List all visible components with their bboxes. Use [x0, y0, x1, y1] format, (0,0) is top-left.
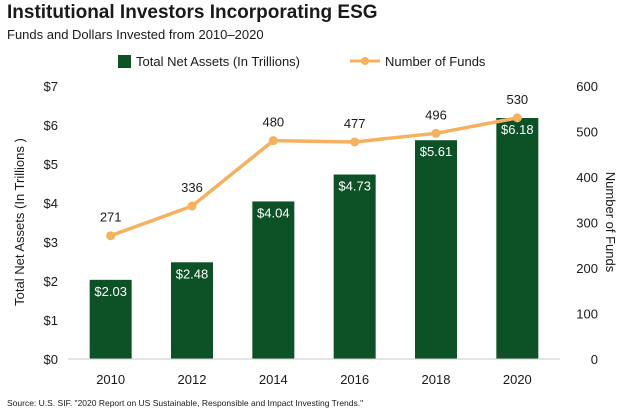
- legend-label-total-net-assets: Total Net Assets (In Trillions): [136, 54, 300, 69]
- x-tick-label: 2020: [503, 372, 532, 387]
- bar: [89, 279, 132, 359]
- y-left-tick-label: $4: [44, 196, 58, 211]
- y-right-tick-label: 400: [576, 170, 598, 185]
- line-value-label: 496: [425, 107, 447, 122]
- line-value-label: 336: [181, 180, 203, 195]
- y-left-tick-label: $5: [44, 157, 58, 172]
- y-right-tick-label: 500: [576, 125, 598, 140]
- y-axis-left-title: Total Net Assets (In Trillions ): [12, 138, 27, 306]
- y-left-tick-label: $6: [44, 118, 58, 133]
- x-axis-ticks: 2010 2012 2014 2016 2018 2020: [96, 372, 532, 387]
- legend-label-number-of-funds: Number of Funds: [385, 54, 486, 69]
- line-point: [431, 128, 441, 138]
- y-left-tick-label: $2: [44, 274, 58, 289]
- y-left-tick-label: $1: [44, 313, 58, 328]
- bar-value-label: $4.04: [257, 205, 290, 220]
- x-tick-label: 2010: [96, 372, 125, 387]
- bar: [333, 174, 376, 359]
- line-point: [350, 137, 360, 147]
- line-value-label: 477: [344, 116, 366, 131]
- x-tick-label: 2014: [259, 372, 288, 387]
- y-right-tick-label: 0: [591, 352, 598, 367]
- x-tick-label: 2012: [178, 372, 207, 387]
- chart-source: Source: U.S. SIF. "2020 Report on US Sus…: [7, 398, 364, 408]
- bar-series: $2.03 $2.48 $4.04 $4.73 $5.61 $6.18: [89, 117, 539, 359]
- line-value-label: 480: [262, 115, 284, 130]
- bar: [496, 117, 539, 359]
- series-line: [108, 116, 520, 238]
- x-tick-label: 2016: [340, 372, 369, 387]
- line-point: [512, 113, 522, 123]
- bar-value-label: $6.18: [501, 122, 534, 137]
- line-series: 271 336 480 477 496 530: [100, 92, 528, 241]
- y-right-tick-label: 200: [576, 261, 598, 276]
- legend: Total Net Assets (In Trillions) Number o…: [118, 54, 486, 69]
- line-value-label: 271: [100, 210, 122, 225]
- legend-swatch-total-net-assets: [118, 55, 131, 68]
- bar: [171, 262, 213, 359]
- y-left-tick-label: $0: [44, 352, 58, 367]
- y-axis-right-ticks: 0 100 200 300 400 500 600: [576, 79, 598, 367]
- line-value-label: 530: [506, 92, 528, 107]
- bar: [252, 201, 295, 359]
- y-left-tick-label: $3: [44, 235, 58, 250]
- y-right-tick-label: 600: [576, 79, 598, 94]
- bar-value-label: $5.61: [420, 144, 453, 159]
- bar: [415, 140, 457, 359]
- bar-value-label: $4.73: [338, 179, 371, 194]
- x-tick-label: 2018: [422, 372, 451, 387]
- line-point: [268, 136, 278, 146]
- line-point: [106, 231, 116, 241]
- chart-subtitle: Funds and Dollars Invested from 2010–202…: [7, 27, 264, 42]
- chart-title: Institutional Investors Incorporating ES…: [7, 2, 378, 23]
- y-axis-left-ticks: $0 $1 $2 $3 $4 $5 $6 $7: [44, 79, 58, 367]
- bar-value-label: $2.03: [94, 284, 127, 299]
- y-right-tick-label: 100: [576, 307, 598, 322]
- y-right-tick-label: 300: [576, 216, 598, 231]
- line-point: [187, 201, 197, 211]
- legend-marker-number-of-funds: [361, 57, 369, 65]
- y-axis-right-title: Number of Funds: [603, 172, 618, 273]
- bar-value-label: $2.48: [176, 266, 209, 281]
- y-left-tick-label: $7: [44, 79, 58, 94]
